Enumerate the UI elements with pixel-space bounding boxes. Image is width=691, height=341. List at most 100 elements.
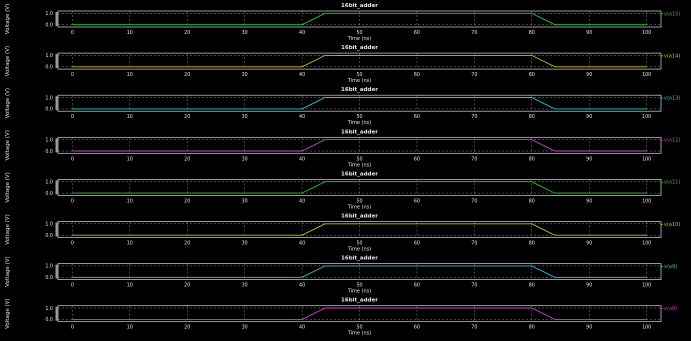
y-axis-label: Voltage (V) xyxy=(5,130,11,160)
series-line xyxy=(72,265,647,278)
y-tick-label: 0.0 xyxy=(45,275,53,281)
x-axis-label: Time (ns) xyxy=(347,331,372,337)
x-tick-label: 80 xyxy=(529,156,535,162)
waveform-panel: 16bit_adder Voltage (V) 0.0 1.0 0 10 20 30 40 50 6… xyxy=(5,45,680,84)
x-tick-label: 0 xyxy=(71,325,74,331)
x-tick-label: 20 xyxy=(184,325,190,331)
x-tick-label: 20 xyxy=(184,72,190,78)
x-tick-label: 40 xyxy=(299,72,305,78)
y-scroll-handle[interactable] xyxy=(55,306,59,321)
x-tick-label: 60 xyxy=(414,156,420,162)
panel-title: 16bit_adder xyxy=(341,87,378,93)
x-tick-label: 40 xyxy=(299,114,305,120)
x-tick-label: 100 xyxy=(642,114,651,120)
y-tick-label: 1.0 xyxy=(45,95,53,101)
x-tick-label: 30 xyxy=(242,241,248,247)
x-tick-label: 70 xyxy=(471,198,477,204)
x-tick-label: 70 xyxy=(471,241,477,247)
x-tick-label: 0 xyxy=(71,198,74,204)
y-axis-label: Voltage (V) xyxy=(5,88,11,118)
y-scroll-handle[interactable] xyxy=(55,222,59,237)
x-tick-label: 90 xyxy=(586,156,592,162)
legend-label: v(a14) xyxy=(664,53,680,59)
x-axis-label: Time (ns) xyxy=(347,247,372,253)
x-tick-label: 60 xyxy=(414,30,420,36)
panel-title: 16bit_adder xyxy=(341,129,378,135)
y-tick-label: 1.0 xyxy=(45,222,53,228)
legend-label: v(a9) xyxy=(664,264,677,270)
legend-label: v(a10) xyxy=(664,222,680,228)
y-tick-label: 0.0 xyxy=(45,233,53,239)
waveform-panel: 16bit_adder Voltage (V) 0.0 1.0 0 10 20 30 40 50 6… xyxy=(5,3,680,42)
y-tick-label: 1.0 xyxy=(45,11,53,17)
y-tick-label: 0.0 xyxy=(45,65,53,71)
x-tick-label: 70 xyxy=(471,114,477,120)
x-tick-label: 30 xyxy=(242,156,248,162)
y-tick-label: 1.0 xyxy=(45,306,53,312)
x-tick-label: 100 xyxy=(642,325,651,331)
x-tick-label: 30 xyxy=(242,325,248,331)
x-tick-label: 20 xyxy=(184,30,190,36)
x-tick-label: 100 xyxy=(642,72,651,78)
y-axis-label: Voltage (V) xyxy=(5,256,11,286)
y-tick-label: 1.0 xyxy=(45,53,53,59)
x-tick-label: 60 xyxy=(414,114,420,120)
x-tick-label: 100 xyxy=(642,156,651,162)
x-tick-label: 80 xyxy=(529,72,535,78)
x-tick-label: 90 xyxy=(586,30,592,36)
waveform-panel: 16bit_adder Voltage (V) 0.0 1.0 0 10 20 30 40 50 6… xyxy=(5,214,680,253)
series-line xyxy=(72,223,647,236)
waveform-panel: 16bit_adder Voltage (V) 0.0 1.0 0 10 20 30 40 50 6… xyxy=(5,298,677,337)
x-tick-label: 90 xyxy=(586,325,592,331)
x-tick-label: 0 xyxy=(71,241,74,247)
x-tick-label: 100 xyxy=(642,283,651,289)
panel-title: 16bit_adder xyxy=(341,298,378,304)
x-tick-label: 30 xyxy=(242,283,248,289)
x-tick-label: 10 xyxy=(127,114,133,120)
x-axis-label: Time (ns) xyxy=(347,204,372,210)
waveform-panel: 16bit_adder Voltage (V) 0.0 1.0 0 10 20 30 40 50 6… xyxy=(5,87,680,126)
x-tick-label: 80 xyxy=(529,283,535,289)
series-line xyxy=(72,54,647,68)
x-tick-label: 10 xyxy=(127,325,133,331)
x-tick-label: 100 xyxy=(642,241,651,247)
x-tick-label: 50 xyxy=(356,283,362,289)
y-tick-label: 0.0 xyxy=(45,149,53,155)
y-axis-label: Voltage (V) xyxy=(5,46,11,76)
y-scroll-handle[interactable] xyxy=(55,96,59,111)
x-tick-label: 40 xyxy=(299,156,305,162)
y-axis-label: Voltage (V) xyxy=(5,214,11,244)
y-axis-label: Voltage (V) xyxy=(5,172,11,202)
legend-label: v(a12) xyxy=(664,138,680,144)
x-tick-label: 30 xyxy=(242,114,248,120)
series-line xyxy=(72,12,647,26)
x-tick-label: 20 xyxy=(184,198,190,204)
x-tick-label: 60 xyxy=(414,325,420,331)
x-tick-label: 10 xyxy=(127,283,133,289)
panel-title: 16bit_adder xyxy=(341,171,378,177)
x-tick-label: 60 xyxy=(414,283,420,289)
panel-title: 16bit_adder xyxy=(341,45,378,51)
x-tick-label: 80 xyxy=(529,30,535,36)
legend-label: v(a13) xyxy=(664,95,680,101)
x-tick-label: 0 xyxy=(71,72,74,78)
x-tick-label: 100 xyxy=(642,30,651,36)
y-scroll-handle[interactable] xyxy=(55,180,59,195)
x-tick-label: 10 xyxy=(127,198,133,204)
x-tick-label: 50 xyxy=(356,72,362,78)
x-tick-label: 90 xyxy=(586,283,592,289)
x-tick-label: 10 xyxy=(127,156,133,162)
x-tick-label: 40 xyxy=(299,325,305,331)
waveform-panel: 16bit_adder Voltage (V) 0.0 1.0 0 10 20 30 40 50 6… xyxy=(5,256,677,295)
panel-title: 16bit_adder xyxy=(341,214,378,220)
x-tick-label: 0 xyxy=(71,30,74,36)
y-scroll-handle[interactable] xyxy=(55,12,59,26)
y-scroll-handle[interactable] xyxy=(55,54,59,69)
x-tick-label: 70 xyxy=(471,30,477,36)
x-tick-label: 20 xyxy=(184,156,190,162)
y-axis-label: Voltage (V) xyxy=(5,4,11,34)
y-scroll-handle[interactable] xyxy=(55,138,59,153)
y-tick-label: 0.0 xyxy=(45,107,53,113)
y-scroll-handle[interactable] xyxy=(55,264,59,279)
y-tick-label: 1.0 xyxy=(45,137,53,143)
